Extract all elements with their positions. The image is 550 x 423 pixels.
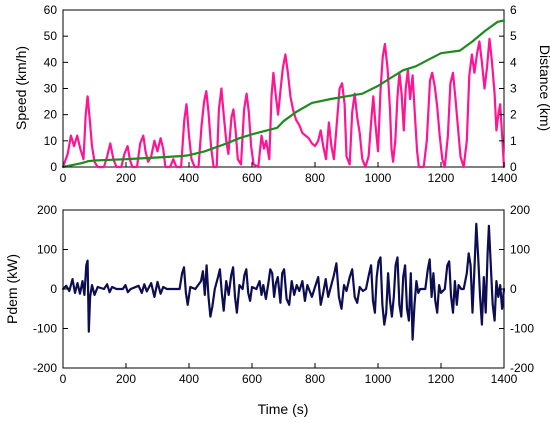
top-y-tick-label: 40 xyxy=(44,55,58,69)
bottom-x-tick-label: 1400 xyxy=(491,372,518,386)
bottom-y-tick-label: 200 xyxy=(37,203,57,217)
bottom-y2-tick-label: 0 xyxy=(510,282,517,296)
bottom-y2-tick-label: 100 xyxy=(510,243,530,257)
bottom-y-tick-label: 0 xyxy=(50,282,57,296)
top-plot-frame xyxy=(62,9,505,168)
bottom-x-tick-label: 0 xyxy=(60,372,67,386)
distance-series-line xyxy=(61,19,506,169)
top-y2-tick-label: 2 xyxy=(510,108,517,122)
speed-distance-panel: 0 200 400 600 800 1000 1200 1400010203040506001… xyxy=(13,3,550,185)
pdem-series-line xyxy=(61,222,506,341)
bottom-y2-tick-label: 200 xyxy=(510,203,530,217)
top-y2-tick-label: 4 xyxy=(510,55,517,69)
top-x-tick-label: 400 xyxy=(179,171,199,185)
top-y2-tick-label: 6 xyxy=(510,3,517,17)
bottom-y2-tick-label: -200 xyxy=(510,361,534,375)
time-axis-title: Time (s) xyxy=(258,401,309,417)
top-y-tick-label: 60 xyxy=(44,3,58,17)
top-series-group xyxy=(61,19,506,169)
top-x-tick-label: 600 xyxy=(242,171,262,185)
top-x-tick-label: 200 xyxy=(116,171,136,185)
bottom-series-group xyxy=(61,222,506,341)
pdem-axis-title: Pdem (kW) xyxy=(4,254,20,324)
top-y2-tick-label: 3 xyxy=(510,82,517,96)
pdem-panel: 0 200 400 600 800 1000 1200 1400-200-1000100200… xyxy=(4,203,534,417)
bottom-x-tick-label: 1000 xyxy=(365,372,392,386)
top-x-tick-label: 1200 xyxy=(428,171,455,185)
top-y-tick-label: 50 xyxy=(44,29,58,43)
top-y2-tick-label: 5 xyxy=(510,29,517,43)
top-x-tick-label: 1400 xyxy=(491,171,518,185)
bottom-y-tick-label: 100 xyxy=(37,243,57,257)
bottom-x-tick-label: 600 xyxy=(242,372,262,386)
top-y2-tick-label: 1 xyxy=(510,134,517,148)
top-y-tick-label: 0 xyxy=(50,160,57,174)
speed-axis-title: Speed (km/h) xyxy=(13,46,29,130)
bottom-x-tick-label: 1200 xyxy=(428,372,455,386)
top-y-tick-label: 20 xyxy=(44,108,58,122)
bottom-x-tick-label: 200 xyxy=(116,372,136,386)
bottom-y2-tick-label: -100 xyxy=(510,322,534,336)
top-y-tick-label: 10 xyxy=(44,134,58,148)
bottom-ticks-group: 0 200 400 600 800 1000 1200 1400-200-1000100200… xyxy=(33,203,534,386)
bottom-x-tick-label: 400 xyxy=(179,372,199,386)
bottom-x-tick-label: 800 xyxy=(305,372,325,386)
speed-series-line xyxy=(61,37,506,169)
bottom-y-tick-label: -200 xyxy=(33,361,57,375)
top-x-tick-label: 800 xyxy=(305,171,325,185)
top-x-tick-label: 0 xyxy=(60,171,67,185)
bottom-y-tick-label: -100 xyxy=(33,322,57,336)
distance-axis-title: Distance (km) xyxy=(537,45,550,131)
top-x-tick-label: 1000 xyxy=(365,171,392,185)
top-y-tick-label: 30 xyxy=(44,82,58,96)
top-y2-tick-label: 0 xyxy=(510,160,517,174)
top-ticks-group: 0 200 400 600 800 1000 1200 1400010203040506001… xyxy=(44,3,518,185)
